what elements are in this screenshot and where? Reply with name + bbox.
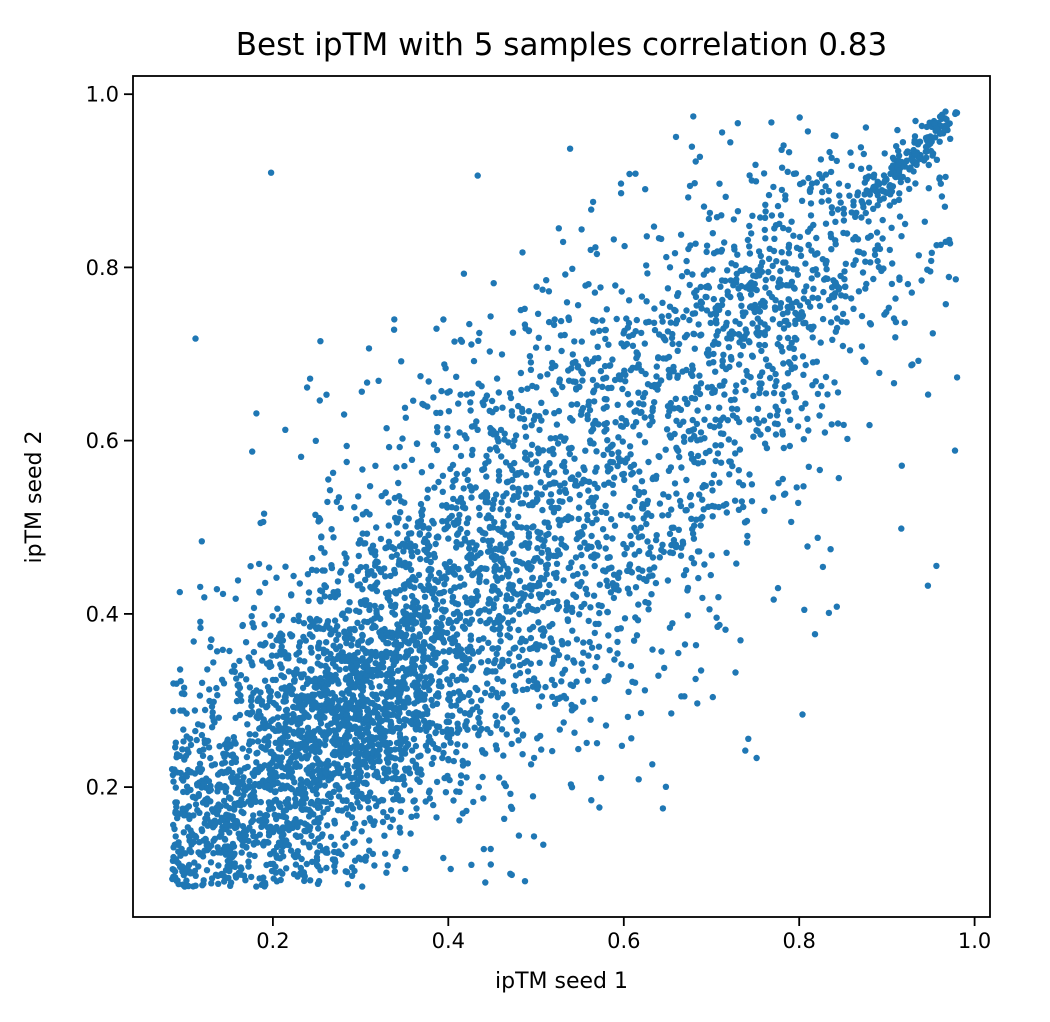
x-tick-label: 0.4 (432, 929, 465, 953)
y-tick-label: 0.4 (86, 602, 119, 626)
x-tick-label: 0.6 (607, 929, 640, 953)
y-axis-ticks (124, 93, 133, 788)
y-tick-label: 1.0 (86, 83, 119, 107)
y-axis-label: ipTM seed 2 (22, 430, 47, 564)
x-tick-label: 0.8 (782, 929, 815, 953)
scatter-points (168, 108, 961, 890)
x-axis-label: ipTM seed 1 (495, 969, 628, 994)
plot-area-spines (132, 75, 991, 918)
x-tick-label: 1.0 (958, 929, 991, 953)
chart-title: Best ipTM with 5 samples correlation 0.8… (235, 27, 888, 63)
x-axis-ticks (271, 917, 976, 926)
y-tick-label: 0.2 (86, 776, 119, 800)
y-tick-label: 0.8 (86, 256, 119, 280)
y-tick-label: 0.6 (86, 429, 119, 453)
x-tick-label: 0.2 (256, 929, 289, 953)
